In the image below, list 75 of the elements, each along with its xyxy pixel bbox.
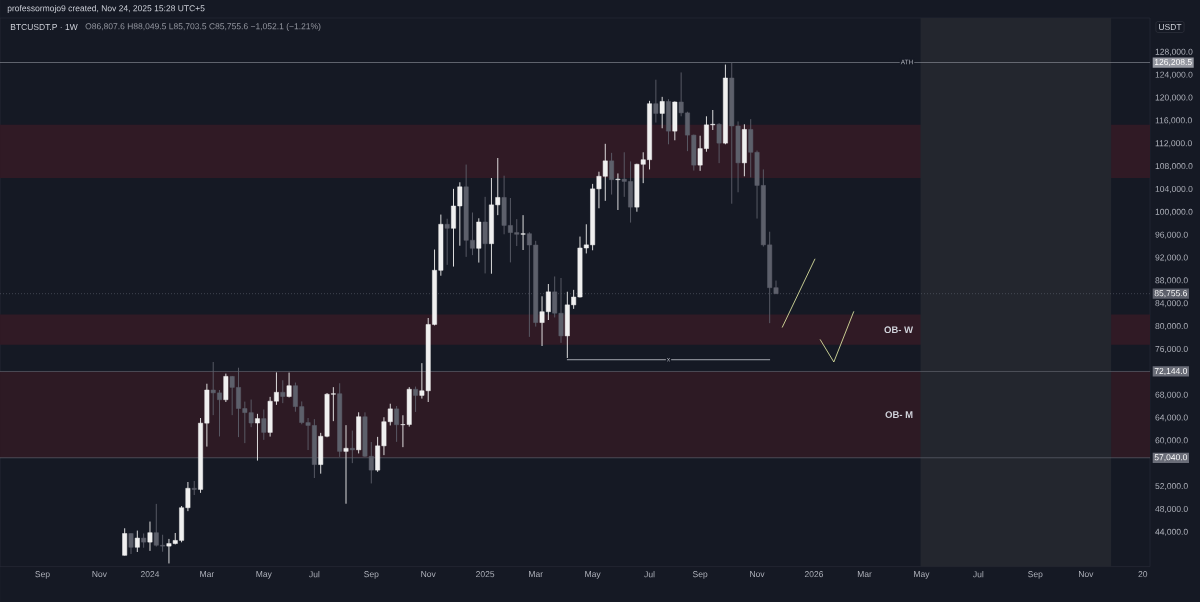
x-tick-label: Mar: [200, 571, 215, 578]
y-tick-label: 64,000.0: [1155, 414, 1188, 422]
candlestick: [444, 218, 450, 266]
y-tick-label: 120,000.0: [1155, 94, 1193, 102]
candlestick: [659, 96, 665, 129]
y-tick-label: 76,000.0: [1155, 345, 1188, 353]
x-tick-label: 20: [1138, 571, 1148, 578]
x-tick-label: May: [256, 571, 272, 579]
y-tick-label: 96,000.0: [1155, 231, 1188, 239]
candlestick: [147, 521, 153, 552]
y-tick-label: 44,000.0: [1155, 528, 1188, 536]
candlestick: [191, 480, 197, 496]
x-tick-label: 2026: [804, 571, 824, 578]
ref-line-label: 85,755.6: [1154, 290, 1188, 298]
x-tick-label: Sep: [364, 571, 379, 579]
x-tick-label: Nov: [421, 571, 436, 578]
candlestick: [128, 532, 134, 555]
x-tick-label: Jul: [973, 571, 984, 578]
candlestick: [653, 79, 659, 124]
candlestick: [134, 530, 140, 553]
candlestick: [286, 372, 292, 398]
x-tick-label: Mar: [529, 571, 543, 578]
candlestick: [293, 382, 298, 413]
x-tick-label: Sep: [35, 571, 50, 579]
candlestick: [122, 527, 128, 556]
x-tick-label: Sep: [1028, 571, 1043, 579]
candlestick: [609, 152, 615, 196]
x-tick-label: 2025: [476, 571, 495, 578]
y-axis-title: USDT: [1159, 23, 1182, 30]
candlestick: [255, 413, 260, 462]
y-tick-label: 60,000.0: [1155, 437, 1188, 445]
band-label: OB- M: [885, 411, 913, 418]
y-tick-label: 116,000.0: [1155, 117, 1192, 125]
x-tick-label: 2024: [140, 571, 160, 578]
candlestick: [413, 386, 418, 413]
x-tick-label: Nov: [750, 571, 765, 578]
y-tick-label: 128,000.0: [1155, 48, 1193, 56]
y-tick-label: 104,000.0: [1155, 185, 1193, 193]
candlestick: [716, 122, 722, 164]
candlestick: [520, 214, 526, 251]
candlestick: [394, 405, 400, 443]
x-tick-label: Jul: [644, 571, 655, 578]
text: BTCUSDT.P · 1W: [10, 23, 78, 30]
y-tick-label: 100,000.0: [1155, 208, 1193, 216]
text: O86,807.6 H88,049.5 L85,703.5 C85,755.6 −1,052.1 (−1.21%): [85, 23, 321, 31]
candlestick: [261, 408, 267, 441]
x-tick-label: Mar: [857, 571, 872, 578]
candlestick: [615, 172, 621, 211]
text: professormojo9 created, Nov 24, 2025 15:28 UTC+5: [7, 5, 205, 13]
candlestick: [280, 379, 286, 404]
candlestick: [514, 218, 520, 247]
ref-line-label: 72,144.0: [1154, 367, 1188, 375]
candlestick: [482, 196, 488, 274]
x-tick-label: May: [914, 571, 930, 579]
y-tick-label: 68,000.0: [1155, 391, 1188, 399]
y-tick-label: 92,000.0: [1155, 254, 1188, 262]
ref-line-label: 57,040.0: [1154, 454, 1188, 462]
y-tick-label: 84,000.0: [1155, 300, 1188, 308]
x-tick-label: May: [585, 571, 601, 579]
candlestick: [343, 424, 349, 505]
y-tick-label: 112,000.0: [1155, 140, 1192, 148]
x-tick-label: Sep: [692, 571, 708, 579]
band-label: OB- W: [884, 326, 914, 334]
ref-line-label: 126,208.5: [1154, 59, 1192, 67]
x-tick-label: Nov: [1079, 571, 1094, 578]
y-tick-label: 48,000.0: [1155, 505, 1188, 513]
y-tick-label: 80,000.0: [1155, 323, 1188, 331]
x-tick-label: Jul: [309, 571, 320, 578]
y-tick-label: 108,000.0: [1155, 163, 1193, 171]
x-tick-label: Nov: [92, 571, 107, 578]
y-tick-label: 124,000.0: [1155, 71, 1193, 79]
candlestick: [349, 430, 355, 464]
y-tick-label: 52,000.0: [1155, 483, 1188, 491]
candlestick: [223, 373, 229, 403]
y-tick-label: 88,000.0: [1155, 277, 1188, 285]
